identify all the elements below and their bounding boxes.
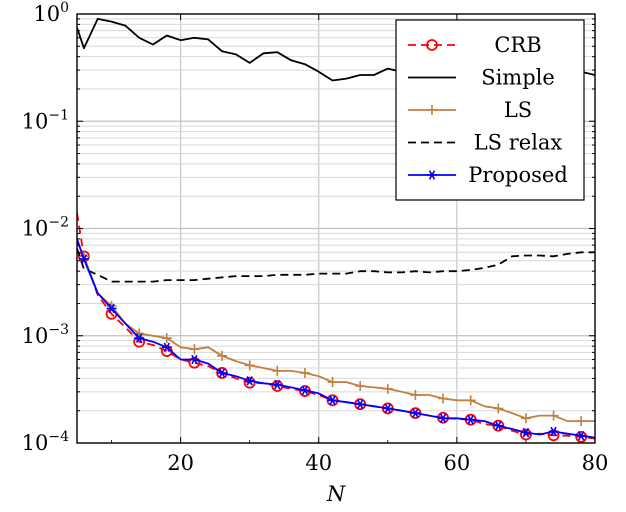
legend-label: Proposed — [468, 163, 568, 187]
x-tick-labels: 20 40 60 80 — [167, 451, 608, 475]
data-point — [438, 413, 449, 424]
y-tick-label: 10−2 — [22, 215, 69, 241]
legend-entry: LS — [408, 98, 532, 122]
data-point — [244, 376, 255, 386]
legend-label: Simple — [481, 66, 555, 90]
legend-label: LS — [504, 98, 532, 122]
x-tick-label: 60 — [443, 451, 470, 475]
data-point — [427, 105, 437, 115]
y-tick-label: 10−3 — [22, 322, 69, 348]
legend-entry: LS relax — [408, 131, 562, 155]
data-point — [438, 393, 449, 404]
series-line — [77, 241, 595, 422]
y-tick-base: 10 — [22, 109, 49, 133]
y-tick-label: 10−4 — [22, 429, 69, 455]
data-point — [355, 399, 366, 409]
data-point — [189, 344, 200, 355]
x-tick-label: 40 — [305, 451, 332, 475]
data-point — [493, 403, 504, 414]
data-point — [548, 410, 559, 421]
series-proposed — [77, 238, 595, 441]
y-tick-label: 100 — [33, 0, 69, 26]
legend-box — [395, 19, 585, 201]
y-tick-base: 10 — [22, 217, 49, 241]
data-point — [217, 368, 228, 378]
data-point — [576, 416, 587, 427]
ticks — [77, 14, 596, 444]
data-point — [272, 365, 283, 376]
data-point — [161, 342, 172, 353]
data-point — [520, 427, 531, 438]
data-point — [465, 414, 476, 425]
data-point — [134, 333, 145, 343]
y-tick-exponent: −1 — [48, 107, 69, 123]
data-point — [520, 413, 531, 424]
data-point — [161, 333, 172, 344]
series-crb — [77, 212, 595, 443]
data-point — [217, 350, 228, 361]
data-point — [493, 420, 504, 431]
data-point — [78, 254, 89, 264]
series-ls — [77, 241, 595, 427]
legend-label: CRB — [494, 33, 541, 57]
series-line — [77, 248, 595, 283]
y-tick-label: 10−1 — [22, 107, 69, 133]
series-layer — [77, 18, 595, 443]
data-point — [244, 360, 255, 371]
y-tick-exponent: −4 — [48, 429, 69, 445]
y-tick-exponent: −3 — [48, 322, 69, 338]
data-point — [188, 356, 201, 369]
x-axis-label: N — [326, 482, 346, 506]
legend-entry: Proposed — [408, 163, 568, 187]
data-point — [243, 376, 256, 389]
legend-entry: Simple — [408, 66, 555, 90]
data-point — [548, 426, 559, 437]
data-point — [382, 383, 393, 394]
data-point — [272, 379, 283, 390]
data-point — [520, 428, 532, 441]
data-point — [410, 390, 421, 401]
data-point — [465, 395, 476, 406]
data-point — [299, 385, 310, 396]
series-ls-relax — [77, 248, 595, 283]
x-tick-label: 20 — [167, 451, 194, 475]
legend: CRB Simple LS LS relax Proposed — [395, 19, 585, 201]
data-point — [410, 408, 421, 418]
legend-entry: CRB — [408, 33, 542, 57]
y-tick-base: 10 — [22, 324, 49, 348]
legend-label: LS relax — [474, 131, 563, 155]
data-point — [327, 377, 338, 388]
data-point — [355, 380, 366, 391]
data-point — [576, 430, 587, 441]
data-point — [106, 303, 117, 314]
x-tick-label: 80 — [582, 451, 609, 475]
y-tick-base: 10 — [22, 431, 49, 455]
data-point — [299, 367, 310, 378]
y-tick-exponent: −2 — [48, 215, 69, 231]
data-point — [427, 170, 437, 180]
series-line — [77, 238, 595, 439]
y-tick-exponent: 0 — [60, 0, 69, 16]
y-tick-base: 10 — [33, 2, 60, 26]
data-point — [327, 395, 338, 406]
data-point — [189, 354, 200, 365]
data-point — [382, 403, 393, 414]
data-point — [426, 39, 438, 51]
